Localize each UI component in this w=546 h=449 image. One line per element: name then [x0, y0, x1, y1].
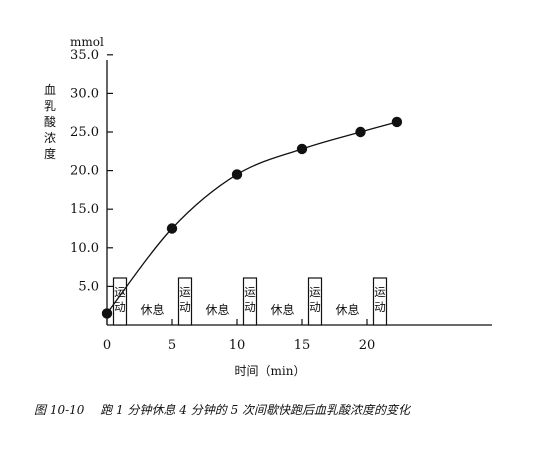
y-tick-label: 10.0: [70, 241, 99, 256]
data-points: [101, 116, 403, 319]
exercise-box: [177, 277, 193, 326]
axes: [106, 60, 492, 326]
exercise-box: [242, 277, 258, 326]
exercise-label: 动: [114, 300, 126, 314]
rest-labels: 休息 休息 休息 休息: [140, 302, 359, 317]
exercise-label: 运: [309, 285, 321, 299]
exercise-box: [112, 277, 128, 326]
exercise-box: [307, 277, 323, 326]
x-tick-label: 20: [359, 338, 376, 353]
exercise-label: 运: [244, 285, 256, 299]
exercise-label: 运: [374, 285, 386, 299]
y-ticks: 5.0 10.0 15.0 20.0 25.0 30.0 35.0: [70, 48, 113, 294]
exercise-label: 运: [179, 285, 191, 299]
rest-label: 休息: [270, 302, 294, 317]
x-axis-label: 时间（min）: [235, 364, 306, 378]
data-point: [391, 116, 403, 128]
data-point: [166, 223, 178, 234]
x-ticks: 0 5 10 15 20: [103, 319, 375, 353]
exercise-label: 动: [374, 300, 386, 314]
x-tick-label: 10: [229, 338, 246, 353]
y-tick-label: 15.0: [70, 202, 99, 217]
y-tick-label: 35.0: [70, 48, 99, 63]
exercise-label: 动: [179, 300, 191, 314]
exercise-box: [372, 277, 388, 326]
figure-caption: 图 10-10 跑 1 分钟休息 4 分钟的 5 次间歇快跑后血乳酸浓度的变化: [34, 403, 412, 417]
x-tick-label: 15: [294, 338, 311, 353]
exercise-label: 运: [114, 285, 126, 299]
rest-label: 休息: [335, 302, 359, 317]
y-unit-label: mmol: [70, 35, 104, 49]
y-tick-label: 25.0: [70, 125, 99, 140]
data-point: [296, 143, 308, 155]
data-point: [231, 169, 243, 180]
exercise-label: 动: [309, 300, 321, 314]
x-tick-label: 0: [103, 338, 111, 353]
rest-label: 休息: [205, 302, 229, 317]
y-tick-label: 5.0: [78, 279, 99, 294]
x-tick-label: 5: [168, 338, 176, 353]
data-point: [355, 126, 366, 138]
y-tick-label: 30.0: [70, 86, 99, 101]
data-point: [101, 308, 113, 319]
y-axis-label: 血乳酸浓度: [44, 83, 56, 161]
y-tick-label: 20.0: [70, 164, 99, 179]
exercise-label: 动: [244, 300, 256, 314]
rest-label: 休息: [140, 302, 164, 317]
